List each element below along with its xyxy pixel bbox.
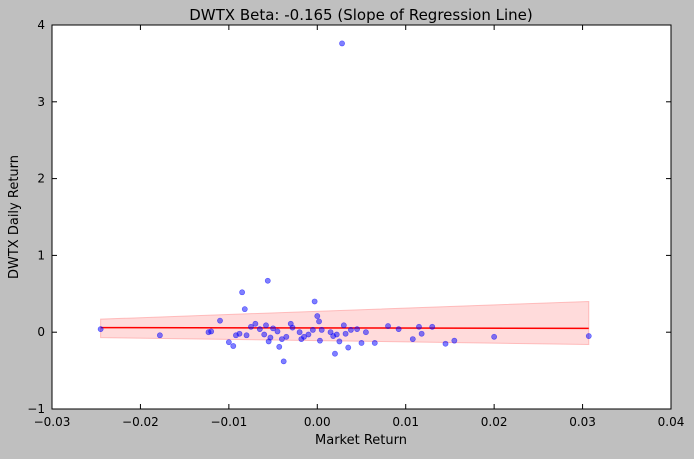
data-point [248,323,254,330]
y-tick-label: 4 [37,18,45,32]
y-tick-label: −1 [27,402,45,416]
data-point [416,323,422,330]
data-point [264,277,271,284]
data-point [267,334,274,341]
data-point [342,330,349,337]
data-point [301,333,307,340]
y-tick-label: 3 [37,95,45,109]
data-point [340,322,347,329]
y-axis: −1 0 1 2 3 4 [27,18,671,416]
data-point [208,328,215,335]
data-point [371,340,378,346]
x-axis: −0.03 −0.02 −0.01 0.00 0.01 0.02 0.03 0.04 [34,25,685,429]
data-point [358,340,365,346]
data-point [336,338,343,345]
y-axis-label: DWTX Daily Return [7,155,22,279]
plot-frame [51,24,672,410]
data-point [283,333,290,340]
data-point [311,298,318,305]
x-tick-label: −0.03 [34,415,71,429]
data-point [429,323,436,330]
data-point [317,337,323,344]
y-tick-label: 0 [37,325,45,339]
data-point [442,340,449,347]
data-point [395,326,402,333]
data-point [276,343,283,350]
data-point [97,326,104,333]
data-point [274,328,281,335]
data-point [241,306,248,313]
data-point [354,326,360,333]
data-point [363,329,369,336]
data-point [347,326,354,333]
data-point [339,40,345,47]
data-point [280,358,287,365]
x-tick-label: −0.02 [122,415,159,429]
data-point [225,339,232,346]
points-layer [97,40,592,365]
x-tick-label: 0.03 [569,415,596,429]
data-point [385,323,391,329]
x-tick-label: 0.01 [392,415,419,429]
data-point [236,330,243,337]
x-tick-label: 0.04 [658,415,685,429]
data-point [585,333,592,339]
data-point [261,331,268,338]
data-point [491,333,498,340]
x-tick-label: 0.02 [481,415,508,429]
data-point [289,324,296,331]
data-point [256,326,263,333]
data-point [156,332,163,339]
data-point [279,336,285,343]
plot-area [52,25,671,409]
data-point [318,326,325,333]
data-point [332,350,338,357]
data-point [305,331,312,338]
chart-title: DWTX Beta: -0.165 (Slope of Regression L… [189,6,533,24]
y-tick-label: 2 [37,172,45,186]
data-point [316,318,322,325]
data-point [418,330,425,337]
data-point [239,289,246,296]
data-point [309,326,316,333]
data-point [252,320,259,327]
data-point [296,329,303,336]
data-point [270,325,276,332]
y-tick-label: 1 [37,248,45,262]
data-point [243,332,250,339]
data-point [314,313,321,319]
data-point [263,322,269,329]
x-tick-label: 0.00 [304,415,331,429]
data-point [451,337,458,344]
data-point [230,343,237,349]
x-axis-label: Market Return [315,433,407,448]
data-point [345,344,352,351]
data-point [409,336,416,343]
data-point [217,317,223,324]
data-point [333,331,340,338]
x-tick-label: −0.01 [210,415,247,429]
